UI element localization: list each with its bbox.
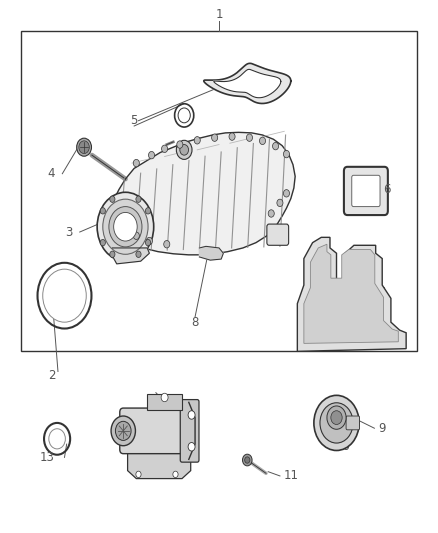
Circle shape — [283, 190, 290, 197]
Circle shape — [136, 196, 141, 203]
Polygon shape — [113, 248, 149, 264]
Circle shape — [136, 251, 141, 257]
Polygon shape — [127, 452, 191, 479]
Circle shape — [245, 457, 250, 463]
Text: 1: 1 — [215, 8, 223, 21]
FancyBboxPatch shape — [352, 175, 380, 207]
Text: 11: 11 — [283, 470, 298, 482]
Circle shape — [100, 208, 106, 214]
Text: 12: 12 — [174, 408, 190, 422]
Circle shape — [314, 395, 359, 450]
FancyBboxPatch shape — [180, 400, 199, 462]
Circle shape — [103, 199, 148, 254]
Circle shape — [259, 137, 265, 144]
Circle shape — [133, 159, 139, 167]
Text: 6: 6 — [383, 183, 390, 196]
Circle shape — [111, 416, 135, 446]
Circle shape — [97, 192, 154, 261]
Text: 9: 9 — [378, 422, 386, 435]
Circle shape — [145, 208, 151, 214]
Circle shape — [177, 140, 192, 159]
Circle shape — [79, 141, 89, 154]
Circle shape — [283, 150, 290, 158]
Polygon shape — [147, 394, 182, 410]
Circle shape — [194, 136, 200, 144]
Circle shape — [148, 151, 155, 159]
Circle shape — [114, 213, 137, 241]
Polygon shape — [214, 69, 281, 98]
Circle shape — [188, 442, 195, 451]
Circle shape — [331, 411, 342, 424]
Polygon shape — [297, 237, 406, 351]
Circle shape — [212, 134, 218, 141]
Circle shape — [180, 144, 188, 155]
Circle shape — [272, 142, 279, 150]
Circle shape — [268, 210, 274, 217]
Text: 3: 3 — [65, 225, 73, 239]
Circle shape — [320, 403, 353, 443]
Circle shape — [146, 237, 152, 245]
Text: 13: 13 — [40, 451, 54, 464]
FancyBboxPatch shape — [344, 167, 388, 215]
Circle shape — [178, 108, 190, 123]
Text: 5: 5 — [131, 114, 138, 127]
Circle shape — [110, 196, 115, 203]
Circle shape — [109, 207, 142, 247]
Circle shape — [247, 134, 253, 141]
FancyBboxPatch shape — [267, 224, 289, 245]
Circle shape — [277, 199, 283, 207]
Circle shape — [177, 141, 183, 148]
Circle shape — [110, 251, 115, 257]
Text: 10: 10 — [336, 440, 350, 453]
Polygon shape — [204, 63, 291, 103]
Text: 4: 4 — [48, 167, 55, 180]
Text: 8: 8 — [191, 316, 199, 329]
FancyBboxPatch shape — [120, 408, 194, 454]
Circle shape — [173, 471, 178, 478]
Circle shape — [229, 133, 235, 140]
Circle shape — [145, 239, 151, 246]
Circle shape — [116, 421, 131, 440]
Polygon shape — [304, 244, 398, 343]
Circle shape — [162, 145, 168, 152]
Text: 7: 7 — [365, 294, 373, 308]
Circle shape — [327, 406, 346, 429]
Circle shape — [43, 269, 86, 322]
Circle shape — [243, 454, 252, 466]
Circle shape — [164, 240, 170, 248]
Circle shape — [133, 232, 139, 239]
FancyBboxPatch shape — [346, 416, 360, 430]
Polygon shape — [199, 246, 223, 260]
Bar — [21, 30, 417, 351]
Circle shape — [49, 429, 65, 449]
Circle shape — [77, 138, 92, 156]
Circle shape — [188, 411, 195, 419]
Circle shape — [100, 239, 106, 246]
Circle shape — [161, 393, 168, 402]
Circle shape — [136, 471, 141, 478]
Text: 2: 2 — [48, 369, 55, 382]
Polygon shape — [104, 132, 295, 255]
